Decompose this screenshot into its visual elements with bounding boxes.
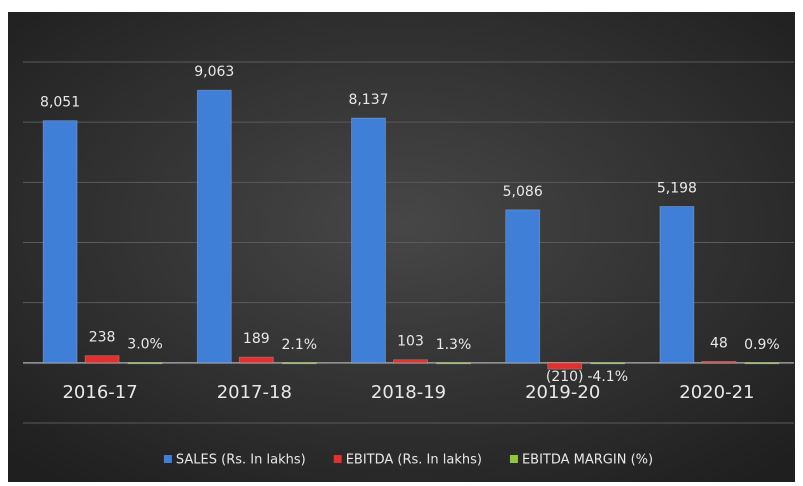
legend-marker bbox=[163, 455, 172, 463]
data-label: 9,063 bbox=[194, 64, 234, 80]
bar bbox=[701, 360, 737, 364]
legend-marker bbox=[333, 455, 342, 463]
data-label: 8,051 bbox=[40, 95, 80, 111]
data-label: (210) bbox=[546, 369, 584, 385]
bar bbox=[436, 362, 471, 365]
x-tick-label: 2016-17 bbox=[62, 382, 137, 403]
legend-label: SALES (Rs. In lakhs) bbox=[176, 453, 306, 468]
bar bbox=[505, 209, 541, 364]
bar bbox=[238, 356, 274, 364]
data-label: 8,137 bbox=[348, 92, 388, 108]
x-tick-label: 2017-18 bbox=[217, 382, 292, 403]
legend-label: EBITDA MARGIN (%) bbox=[522, 453, 653, 468]
bar bbox=[393, 359, 428, 364]
data-label: -4.1% bbox=[587, 369, 628, 385]
data-label: 5,086 bbox=[503, 184, 543, 200]
x-tick-label: 2018-19 bbox=[371, 382, 446, 403]
legend-label: EBITDA (Rs. In lakhs) bbox=[346, 453, 482, 468]
bar bbox=[196, 89, 232, 364]
bar bbox=[127, 362, 163, 365]
data-label: 0.9% bbox=[744, 337, 780, 353]
bar bbox=[590, 362, 626, 365]
bar bbox=[547, 362, 583, 370]
bar bbox=[351, 117, 386, 364]
legend-marker bbox=[509, 455, 518, 463]
data-label: 1.3% bbox=[436, 337, 472, 353]
data-label: 3.0% bbox=[127, 337, 163, 353]
data-label: 103 bbox=[397, 334, 424, 350]
bar bbox=[84, 355, 120, 364]
bar bbox=[281, 362, 317, 365]
bar bbox=[659, 206, 695, 364]
data-label: 189 bbox=[243, 331, 270, 347]
x-tick-label: 2020-21 bbox=[679, 382, 754, 403]
data-label: 2.1% bbox=[282, 337, 318, 353]
bar bbox=[744, 362, 780, 365]
data-label: 238 bbox=[89, 330, 116, 346]
x-tick-label: 2019-20 bbox=[525, 382, 600, 403]
data-label: 48 bbox=[710, 335, 728, 351]
data-label: 5,198 bbox=[657, 180, 697, 196]
bar bbox=[42, 120, 78, 364]
